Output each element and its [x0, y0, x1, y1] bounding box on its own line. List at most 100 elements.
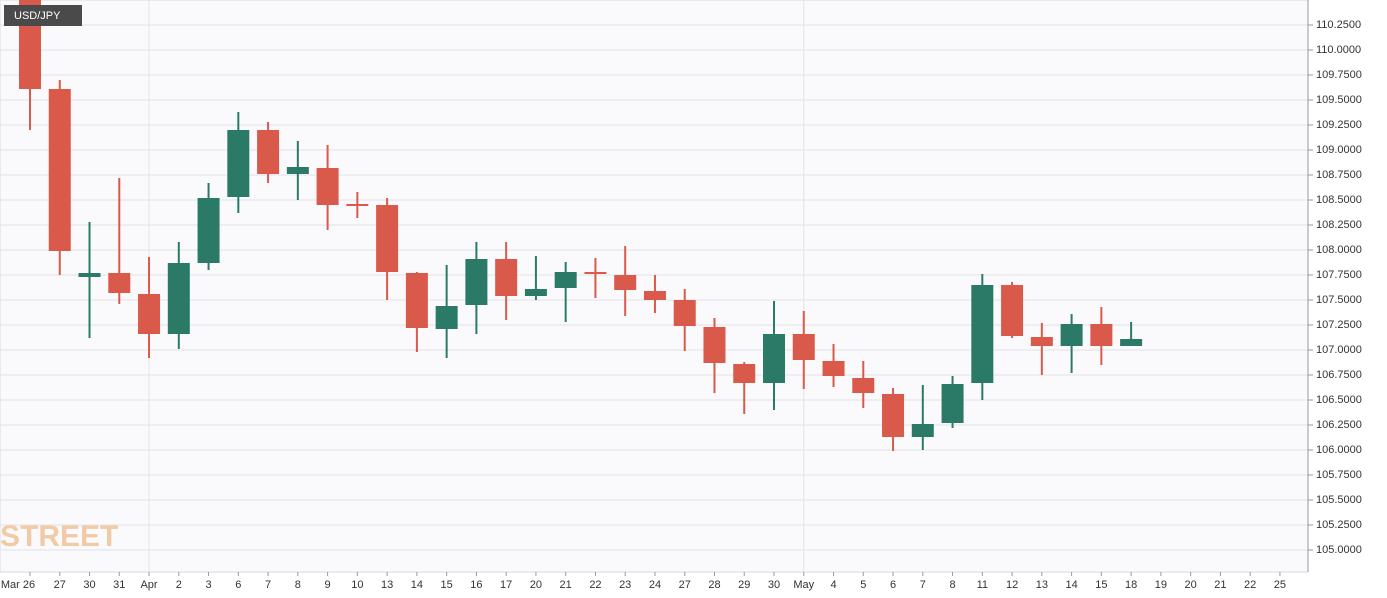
- x-tick-label: 14: [411, 579, 423, 591]
- y-tick-label: 107.7500: [1316, 269, 1362, 281]
- x-tick-label: 9: [325, 579, 331, 591]
- candle-body: [48, 89, 71, 251]
- y-tick-label: 105.5000: [1316, 494, 1362, 506]
- candle-body: [376, 205, 399, 272]
- candle-body: [1090, 324, 1113, 346]
- x-tick-label: May: [793, 579, 814, 591]
- candle-body: [643, 291, 666, 300]
- candle-body: [138, 294, 161, 334]
- x-tick-label: 20: [530, 579, 542, 591]
- y-tick-label: 107.2500: [1316, 319, 1362, 331]
- candle-body: [822, 361, 845, 376]
- x-tick-label: 7: [265, 579, 271, 591]
- x-tick-label: 20: [1185, 579, 1197, 591]
- candle-body: [673, 300, 696, 326]
- x-tick-label: 13: [1036, 579, 1048, 591]
- x-tick-label: 30: [83, 579, 95, 591]
- y-tick-label: 106.2500: [1316, 419, 1362, 431]
- candle-body: [971, 285, 994, 383]
- candle-body: [346, 204, 369, 206]
- x-tick-label: 27: [54, 579, 66, 591]
- x-tick-label: 11: [977, 579, 988, 591]
- y-tick-label: 109.2500: [1316, 119, 1362, 131]
- y-tick-label: 110.0000: [1316, 44, 1361, 56]
- y-tick-label: 106.5000: [1316, 394, 1362, 406]
- x-tick-label: 24: [649, 579, 661, 591]
- y-tick-label: 108.7500: [1316, 169, 1362, 181]
- x-tick-label: 31: [113, 579, 125, 591]
- x-tick-label: 29: [738, 579, 750, 591]
- y-tick-label: 106.0000: [1316, 444, 1362, 456]
- x-tick-label: 6: [890, 579, 896, 591]
- candle-body: [763, 334, 785, 383]
- x-tick-label: 12: [1006, 579, 1018, 591]
- candle-body: [792, 334, 815, 360]
- x-tick-label: 3: [205, 579, 211, 591]
- x-tick-label: 27: [679, 579, 691, 591]
- y-tick-label: 108.0000: [1316, 244, 1362, 256]
- candle-body: [554, 272, 577, 288]
- candle-body: [167, 263, 190, 334]
- y-tick-label: 105.2500: [1316, 519, 1362, 531]
- x-tick-label: 21: [560, 579, 572, 591]
- candle-body: [286, 167, 309, 174]
- candle-body: [108, 273, 131, 293]
- candle-body: [524, 289, 547, 296]
- x-tick-label: 19: [1155, 579, 1167, 591]
- y-tick-label: 108.2500: [1316, 219, 1362, 231]
- candle-body: [197, 198, 220, 263]
- candle-body: [703, 327, 726, 363]
- x-tick-label: Apr: [140, 579, 157, 591]
- y-tick-label: 105.0000: [1316, 544, 1362, 556]
- y-tick-label: 109.7500: [1316, 69, 1362, 81]
- x-tick-label: 5: [860, 579, 866, 591]
- x-tick-label: 23: [619, 579, 631, 591]
- x-tick-label: 16: [470, 579, 482, 591]
- x-tick-label: 6: [235, 579, 241, 591]
- x-tick-label: 4: [830, 579, 836, 591]
- candle-body: [495, 259, 518, 296]
- x-tick-label: 22: [1244, 579, 1256, 591]
- x-tick-label: 7: [920, 579, 926, 591]
- x-tick-label: 14: [1065, 579, 1077, 591]
- candle-body: [584, 272, 607, 274]
- y-tick-label: 109.5000: [1316, 94, 1362, 106]
- x-tick-label: 2: [176, 579, 182, 591]
- grid: [0, 0, 1308, 572]
- candle-body: [316, 168, 339, 205]
- candle-body: [257, 130, 280, 174]
- x-tick-label: 18: [1125, 579, 1137, 591]
- x-tick-label: 28: [708, 579, 720, 591]
- watermark: FXSTREET: [0, 520, 118, 553]
- x-tick-label: 22: [589, 579, 601, 591]
- y-tick-label: 109.0000: [1316, 144, 1362, 156]
- y-tick-label: 107.5000: [1316, 294, 1362, 306]
- x-tick-label: 8: [295, 579, 301, 591]
- candle-body: [614, 275, 637, 290]
- candle-body: [882, 394, 905, 437]
- candle-body: [911, 424, 934, 437]
- candle-body: [227, 130, 250, 197]
- candle-body: [1060, 324, 1083, 346]
- x-tick-label: 25: [1274, 579, 1286, 591]
- candle-body: [78, 273, 101, 277]
- title-box: [4, 5, 82, 26]
- x-tick-label: 10: [351, 579, 363, 591]
- x-tick-label: 21: [1214, 579, 1226, 591]
- candle-body: [435, 306, 458, 329]
- candle-body: [1030, 337, 1053, 346]
- candle-body: [405, 273, 428, 328]
- candle-body: [941, 384, 964, 423]
- candle-body: [1120, 339, 1143, 346]
- x-tick-label: 8: [949, 579, 955, 591]
- candles: [19, 0, 1143, 451]
- candle-body: [1001, 285, 1024, 336]
- y-tick-label: 108.5000: [1316, 194, 1362, 206]
- y-tick-label: 107.0000: [1316, 344, 1362, 356]
- x-tick-label: 30: [768, 579, 780, 591]
- x-tick-label: 17: [500, 579, 512, 591]
- y-tick-label: 105.7500: [1316, 469, 1362, 481]
- candle-body: [852, 378, 875, 393]
- x-tick-label: 15: [1095, 579, 1107, 591]
